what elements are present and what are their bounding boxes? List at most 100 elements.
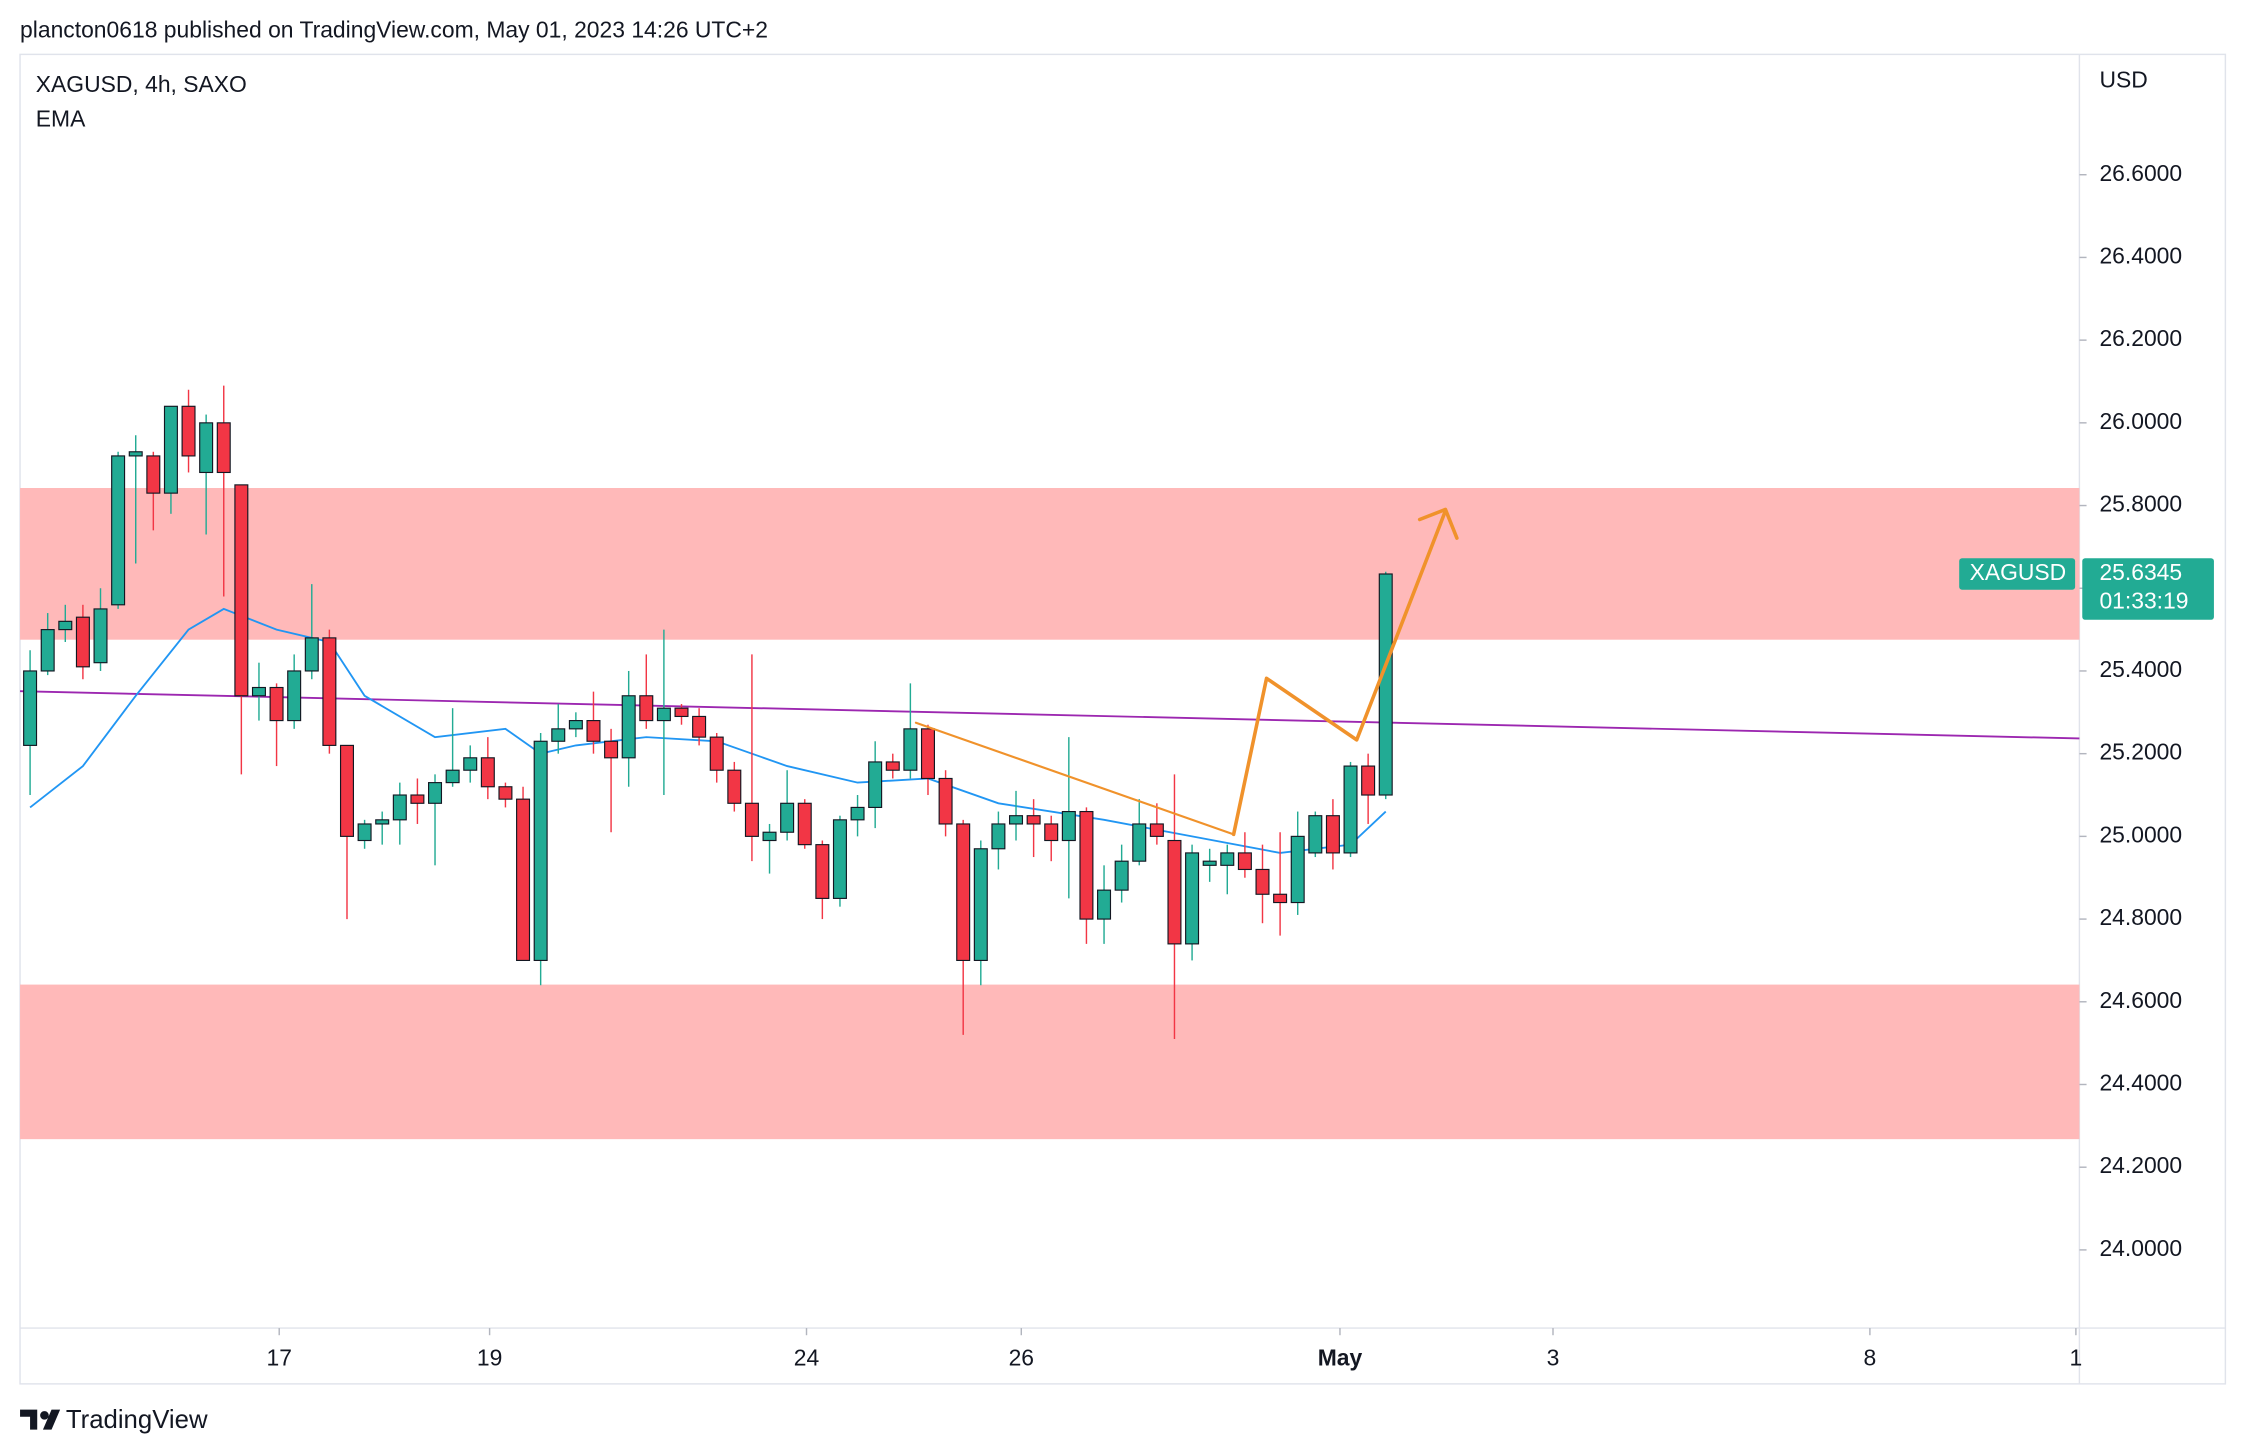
candle-body — [216, 422, 231, 474]
x-tick-label: 24 — [794, 1345, 820, 1371]
candle-body — [1044, 823, 1059, 842]
candle-body — [604, 740, 619, 759]
y-tick-label: 26.0000 — [2099, 408, 2182, 434]
candle-body — [727, 769, 742, 804]
candle-body — [516, 798, 531, 962]
candle-body — [304, 637, 319, 672]
candle-body — [850, 806, 865, 821]
candle-body — [75, 616, 90, 668]
candle-body — [111, 455, 126, 606]
y-tick-label: 24.2000 — [2099, 1152, 2182, 1178]
drawings — [914, 507, 1459, 837]
candle-body — [357, 823, 372, 842]
candle-body — [674, 707, 689, 718]
x-tick-label: 26 — [1009, 1345, 1034, 1371]
trend-line — [20, 690, 2080, 740]
candle-body — [780, 802, 795, 833]
candle-body — [1325, 815, 1340, 854]
y-tick-label: 26.4000 — [2099, 242, 2182, 268]
candle-body — [692, 715, 707, 738]
y-tick-label: 24.8000 — [2099, 904, 2182, 930]
candle-body — [146, 455, 161, 494]
candle-body — [1290, 835, 1305, 904]
descending-line — [914, 721, 1235, 836]
candle-body — [410, 794, 425, 804]
candle-body — [1114, 860, 1129, 891]
candle-body — [1255, 868, 1270, 895]
candle-body — [991, 823, 1006, 850]
candle-body — [621, 695, 636, 759]
candle-body — [656, 707, 671, 722]
last-price: 25.6345 — [2099, 559, 2182, 585]
y-tick-label: 26.2000 — [2099, 325, 2182, 351]
candle-body — [480, 757, 495, 788]
candle-body — [93, 608, 108, 664]
currency-label: USD — [2099, 67, 2147, 93]
candle-body — [1273, 893, 1288, 904]
projection-path — [1231, 509, 1448, 837]
candle-body — [885, 761, 900, 771]
y-tick-label: 24.4000 — [2099, 1070, 2182, 1096]
candle-body — [375, 819, 390, 825]
candle-body — [463, 757, 478, 771]
candle-body — [163, 405, 178, 494]
y-tick-label: 24.6000 — [2099, 987, 2182, 1013]
logo-icon — [20, 1409, 61, 1430]
candle-body — [744, 802, 759, 837]
support-zone — [20, 984, 2080, 1140]
y-tick-label: 24.0000 — [2099, 1235, 2182, 1261]
logo — [20, 1409, 61, 1430]
publish-header: plancton0618 published on TradingView.co… — [20, 17, 768, 43]
chart-frame — [19, 53, 2227, 1385]
y-tick-label: 25.8000 — [2099, 491, 2182, 517]
candle-body — [392, 794, 407, 821]
candle-body — [973, 848, 988, 962]
x-tick-label: 1 — [2070, 1345, 2083, 1371]
symbol-badge — [1959, 558, 2076, 590]
candle-body — [1061, 810, 1076, 842]
candle-body — [181, 405, 196, 457]
candle-body — [586, 720, 601, 742]
resistance-zone — [20, 488, 2080, 640]
candle-body — [1220, 852, 1235, 866]
candle-body — [1009, 815, 1024, 825]
candle-body — [322, 637, 337, 746]
candle-body — [956, 823, 971, 962]
candle-body — [1185, 852, 1200, 945]
candle-body — [1343, 765, 1358, 854]
candle-body — [428, 782, 443, 804]
candle-body — [287, 670, 302, 722]
candle-body — [1149, 823, 1164, 837]
y-tick-label: 25.0000 — [2099, 821, 2182, 847]
candle-body — [1202, 860, 1217, 866]
y-tick-label: 26.6000 — [2099, 160, 2182, 186]
candle-body — [339, 744, 355, 837]
candle-body — [251, 686, 266, 697]
candle-body — [938, 777, 953, 825]
candle-body — [23, 670, 38, 746]
candle-body — [709, 736, 724, 771]
candle-body — [58, 620, 73, 631]
x-tick-label: 17 — [266, 1345, 291, 1371]
candle-body — [1026, 815, 1041, 825]
candle-body — [234, 484, 249, 697]
price-badge — [2082, 558, 2214, 620]
x-tick-label: 3 — [1547, 1345, 1560, 1371]
countdown: 01:33:19 — [2099, 588, 2188, 614]
candle-body — [1132, 823, 1147, 862]
candle-body — [762, 831, 777, 842]
candle-body — [498, 786, 513, 800]
chart-title: XAGUSD, 4h, SAXO — [36, 71, 247, 97]
candle-body — [1308, 815, 1323, 854]
candle-body — [1079, 810, 1094, 920]
candle-body — [1361, 765, 1376, 796]
candle-body — [568, 720, 583, 730]
candle-body — [1097, 889, 1112, 920]
zones — [20, 488, 2080, 1140]
x-tick-label: May — [1318, 1345, 1363, 1371]
plot — [23, 385, 1393, 1040]
candle-body — [269, 686, 284, 722]
candle-body — [199, 422, 214, 474]
symbol-label: XAGUSD — [1970, 559, 2067, 585]
